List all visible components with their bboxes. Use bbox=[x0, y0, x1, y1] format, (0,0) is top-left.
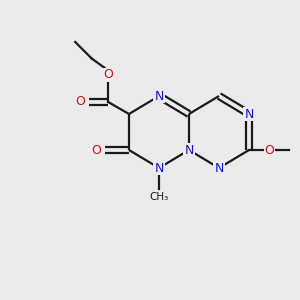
Text: O: O bbox=[103, 68, 113, 82]
Text: O: O bbox=[75, 95, 85, 109]
Text: N: N bbox=[244, 107, 254, 121]
Text: N: N bbox=[154, 89, 164, 103]
Text: CH₃: CH₃ bbox=[149, 191, 169, 202]
Text: O: O bbox=[91, 143, 101, 157]
Text: N: N bbox=[214, 161, 224, 175]
Text: O: O bbox=[265, 143, 274, 157]
Text: N: N bbox=[154, 161, 164, 175]
Text: N: N bbox=[184, 143, 194, 157]
